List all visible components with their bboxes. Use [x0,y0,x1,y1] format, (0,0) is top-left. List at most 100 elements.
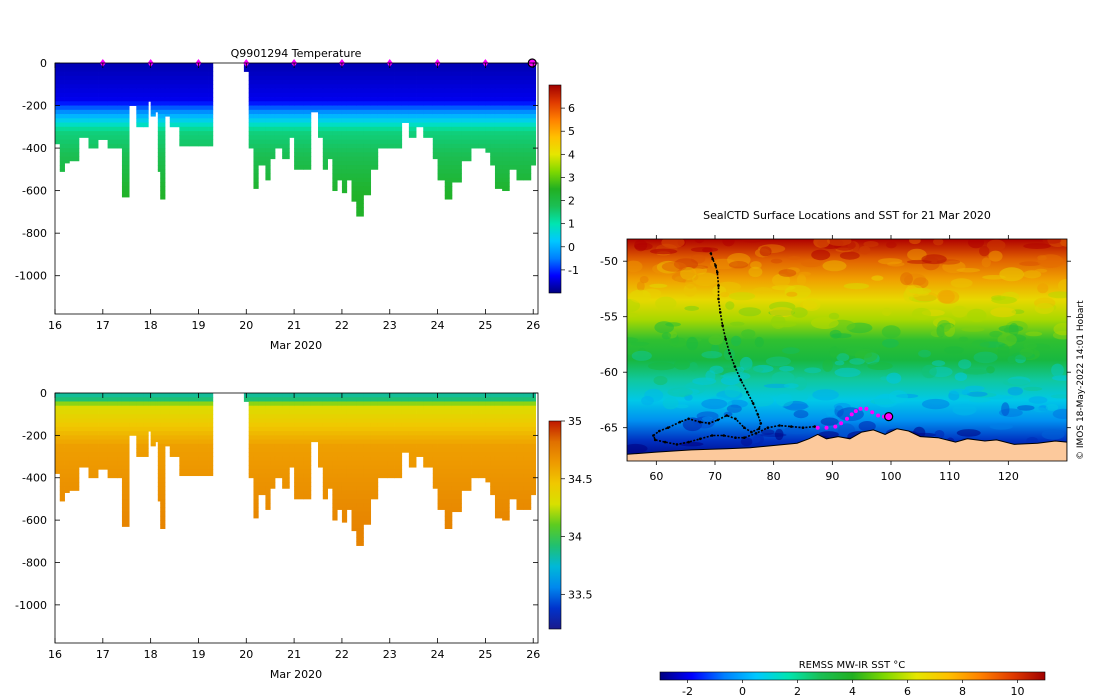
profile-cell [78,452,89,457]
profile-cell [310,101,319,106]
profile-cell [394,409,403,415]
profile-cell [509,139,517,145]
sst-patch [958,359,972,369]
track-point [801,426,805,430]
profile-cell [416,101,424,106]
profile-cell [188,92,199,98]
profile-cell [416,452,424,457]
profile-column [248,393,254,479]
x-tick-label: 26 [526,648,540,661]
profile-cell [444,169,453,175]
profile-cell [401,84,410,89]
sst-patch [769,307,794,318]
profile-cell [387,418,395,424]
profile-cell [148,414,152,419]
profile-cell [471,405,479,411]
longitude-label: 70 [708,470,722,483]
profile-cell [401,414,410,419]
profile-cell [530,448,537,453]
profile-cell [55,435,61,441]
profile-cell [494,165,503,170]
profile-cell [208,88,214,94]
profile-cell [416,401,424,407]
profile-cell [274,92,283,98]
profile-cell [282,126,290,132]
profile-cell [59,435,65,441]
profile-cell [351,109,357,115]
x-tick-label: 19 [191,319,205,332]
profile-cell [198,393,209,398]
sst-patch [686,336,699,351]
profile-cell [188,97,199,102]
profile-cell [437,443,446,449]
profile-cell [208,431,214,436]
profile-cell [523,401,532,407]
profile-cell [289,435,295,441]
profile-cell [289,397,295,402]
profile-cell [530,401,537,407]
profile-cell [530,426,537,432]
profile-cell [303,131,312,136]
profile-cell [408,63,417,68]
profile-cell [208,397,214,402]
profile-cell [143,418,149,424]
profile-cell [64,160,70,164]
profile-cell [64,477,70,483]
track-point [716,418,720,422]
sst-patch [973,351,998,364]
profile-cell [494,88,503,94]
sst-patch [630,341,650,346]
profile-cell [322,448,328,453]
sst-patch [770,315,786,329]
profile-cell [274,439,283,445]
profile-cell [150,414,156,419]
profile-cell [490,397,496,402]
profile-cell [98,448,108,453]
profile-cell [59,422,65,428]
profile-cell [471,443,479,449]
profile-cell [351,190,357,196]
profile-cell [394,418,403,424]
profile-cell [64,92,70,98]
sst-patch [1023,270,1042,279]
profile-cell [303,92,312,98]
profile-cell [478,452,486,457]
profile-cell [451,431,462,436]
profile-cell [169,63,180,68]
profile-cell [179,135,190,140]
profile-cell [351,486,357,491]
profile-cell [265,143,271,149]
profile-cell [129,97,137,102]
profile-cell [351,71,357,77]
profile-cell [471,456,479,462]
track-point [746,390,749,394]
profile-cell [248,109,254,115]
profile-cell [523,418,532,424]
profile-cell [485,105,491,111]
profile-cell [274,135,283,140]
profile-cell [59,63,65,68]
sst-patch [701,416,713,421]
profile-cell [88,439,99,445]
profile-cell [117,409,123,415]
profile-cell [69,460,80,466]
profile-cell [289,122,295,128]
profile-cell [444,456,453,462]
profile-cell [346,92,352,98]
profile-cell [432,460,438,466]
profile-cell [509,448,517,453]
profile-cell [69,126,80,132]
profile-cell [164,397,171,402]
sst-patch [1023,243,1051,250]
profile-cell [337,452,343,457]
profile-cell [107,67,118,72]
profile-cell [289,109,295,115]
temperature-xlabel: Mar 2020 [270,339,322,352]
profile-cell [78,84,89,89]
profile-cell [332,165,338,170]
profile-cell [494,63,503,68]
profile-cell [179,139,190,145]
profile-cell [188,452,199,457]
profile-cell [461,71,472,77]
profile-cell [59,431,65,436]
